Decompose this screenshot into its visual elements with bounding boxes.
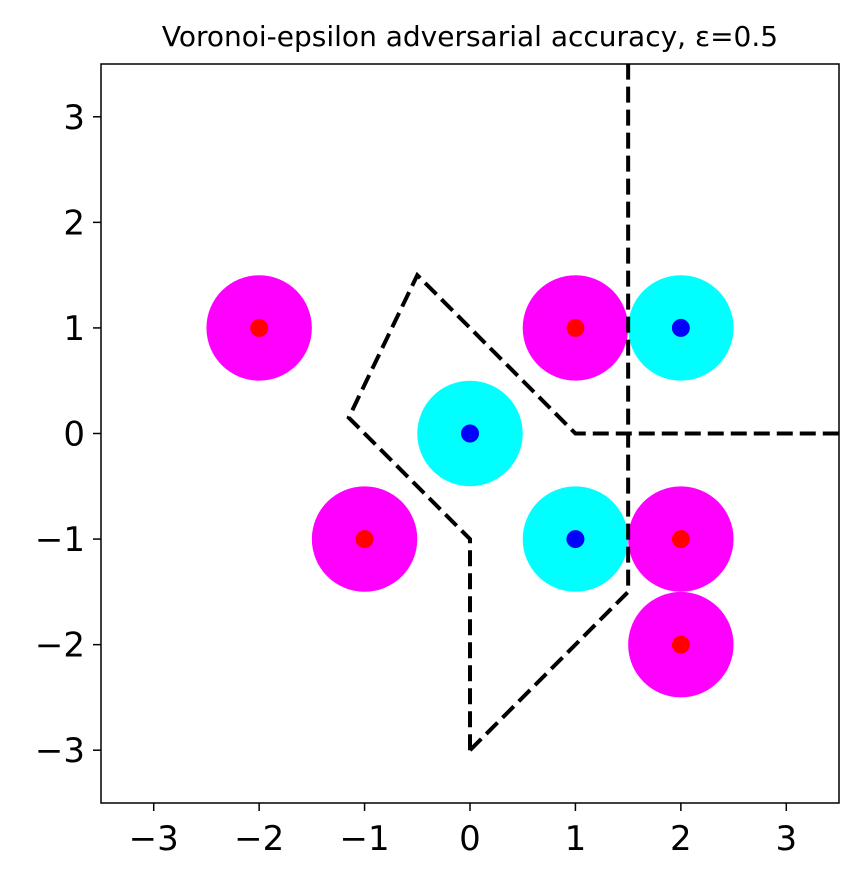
decision-boundary-1 <box>346 271 839 751</box>
chart-title: Voronoi-epsilon adversarial accuracy, ε=… <box>162 20 778 53</box>
data-points-layer <box>250 318 690 654</box>
data-point-blue <box>566 530 585 549</box>
x-tick-label: 3 <box>775 819 797 859</box>
y-tick-label: 0 <box>63 415 85 455</box>
data-point-red <box>671 530 690 549</box>
y-tick-label: 3 <box>63 98 85 138</box>
data-point-red <box>671 635 690 654</box>
y-tick-label: −2 <box>35 626 85 666</box>
decision-boundary-2 <box>468 64 631 752</box>
x-tick-label: 2 <box>670 819 692 859</box>
y-tick-label: 2 <box>63 203 85 243</box>
decision-boundaries-layer <box>346 64 839 752</box>
y-tick-label: 1 <box>63 309 85 349</box>
y-tick-label: −3 <box>35 731 85 771</box>
data-point-red <box>355 530 374 549</box>
y-axis-ticks: −3 −2 −1 0 1 2 3 <box>35 98 101 771</box>
x-tick-label: −2 <box>234 819 284 859</box>
data-point-red <box>250 318 269 337</box>
x-tick-label: −3 <box>129 819 179 859</box>
data-point-blue <box>671 318 690 337</box>
y-tick-label: −1 <box>35 520 85 560</box>
x-axis-ticks: −3 −2 −1 0 1 2 3 <box>129 803 797 859</box>
data-point-red <box>566 318 585 337</box>
x-tick-label: 0 <box>459 819 481 859</box>
x-tick-label: −1 <box>340 819 390 859</box>
x-tick-label: 1 <box>565 819 587 859</box>
data-point-blue <box>461 424 479 443</box>
